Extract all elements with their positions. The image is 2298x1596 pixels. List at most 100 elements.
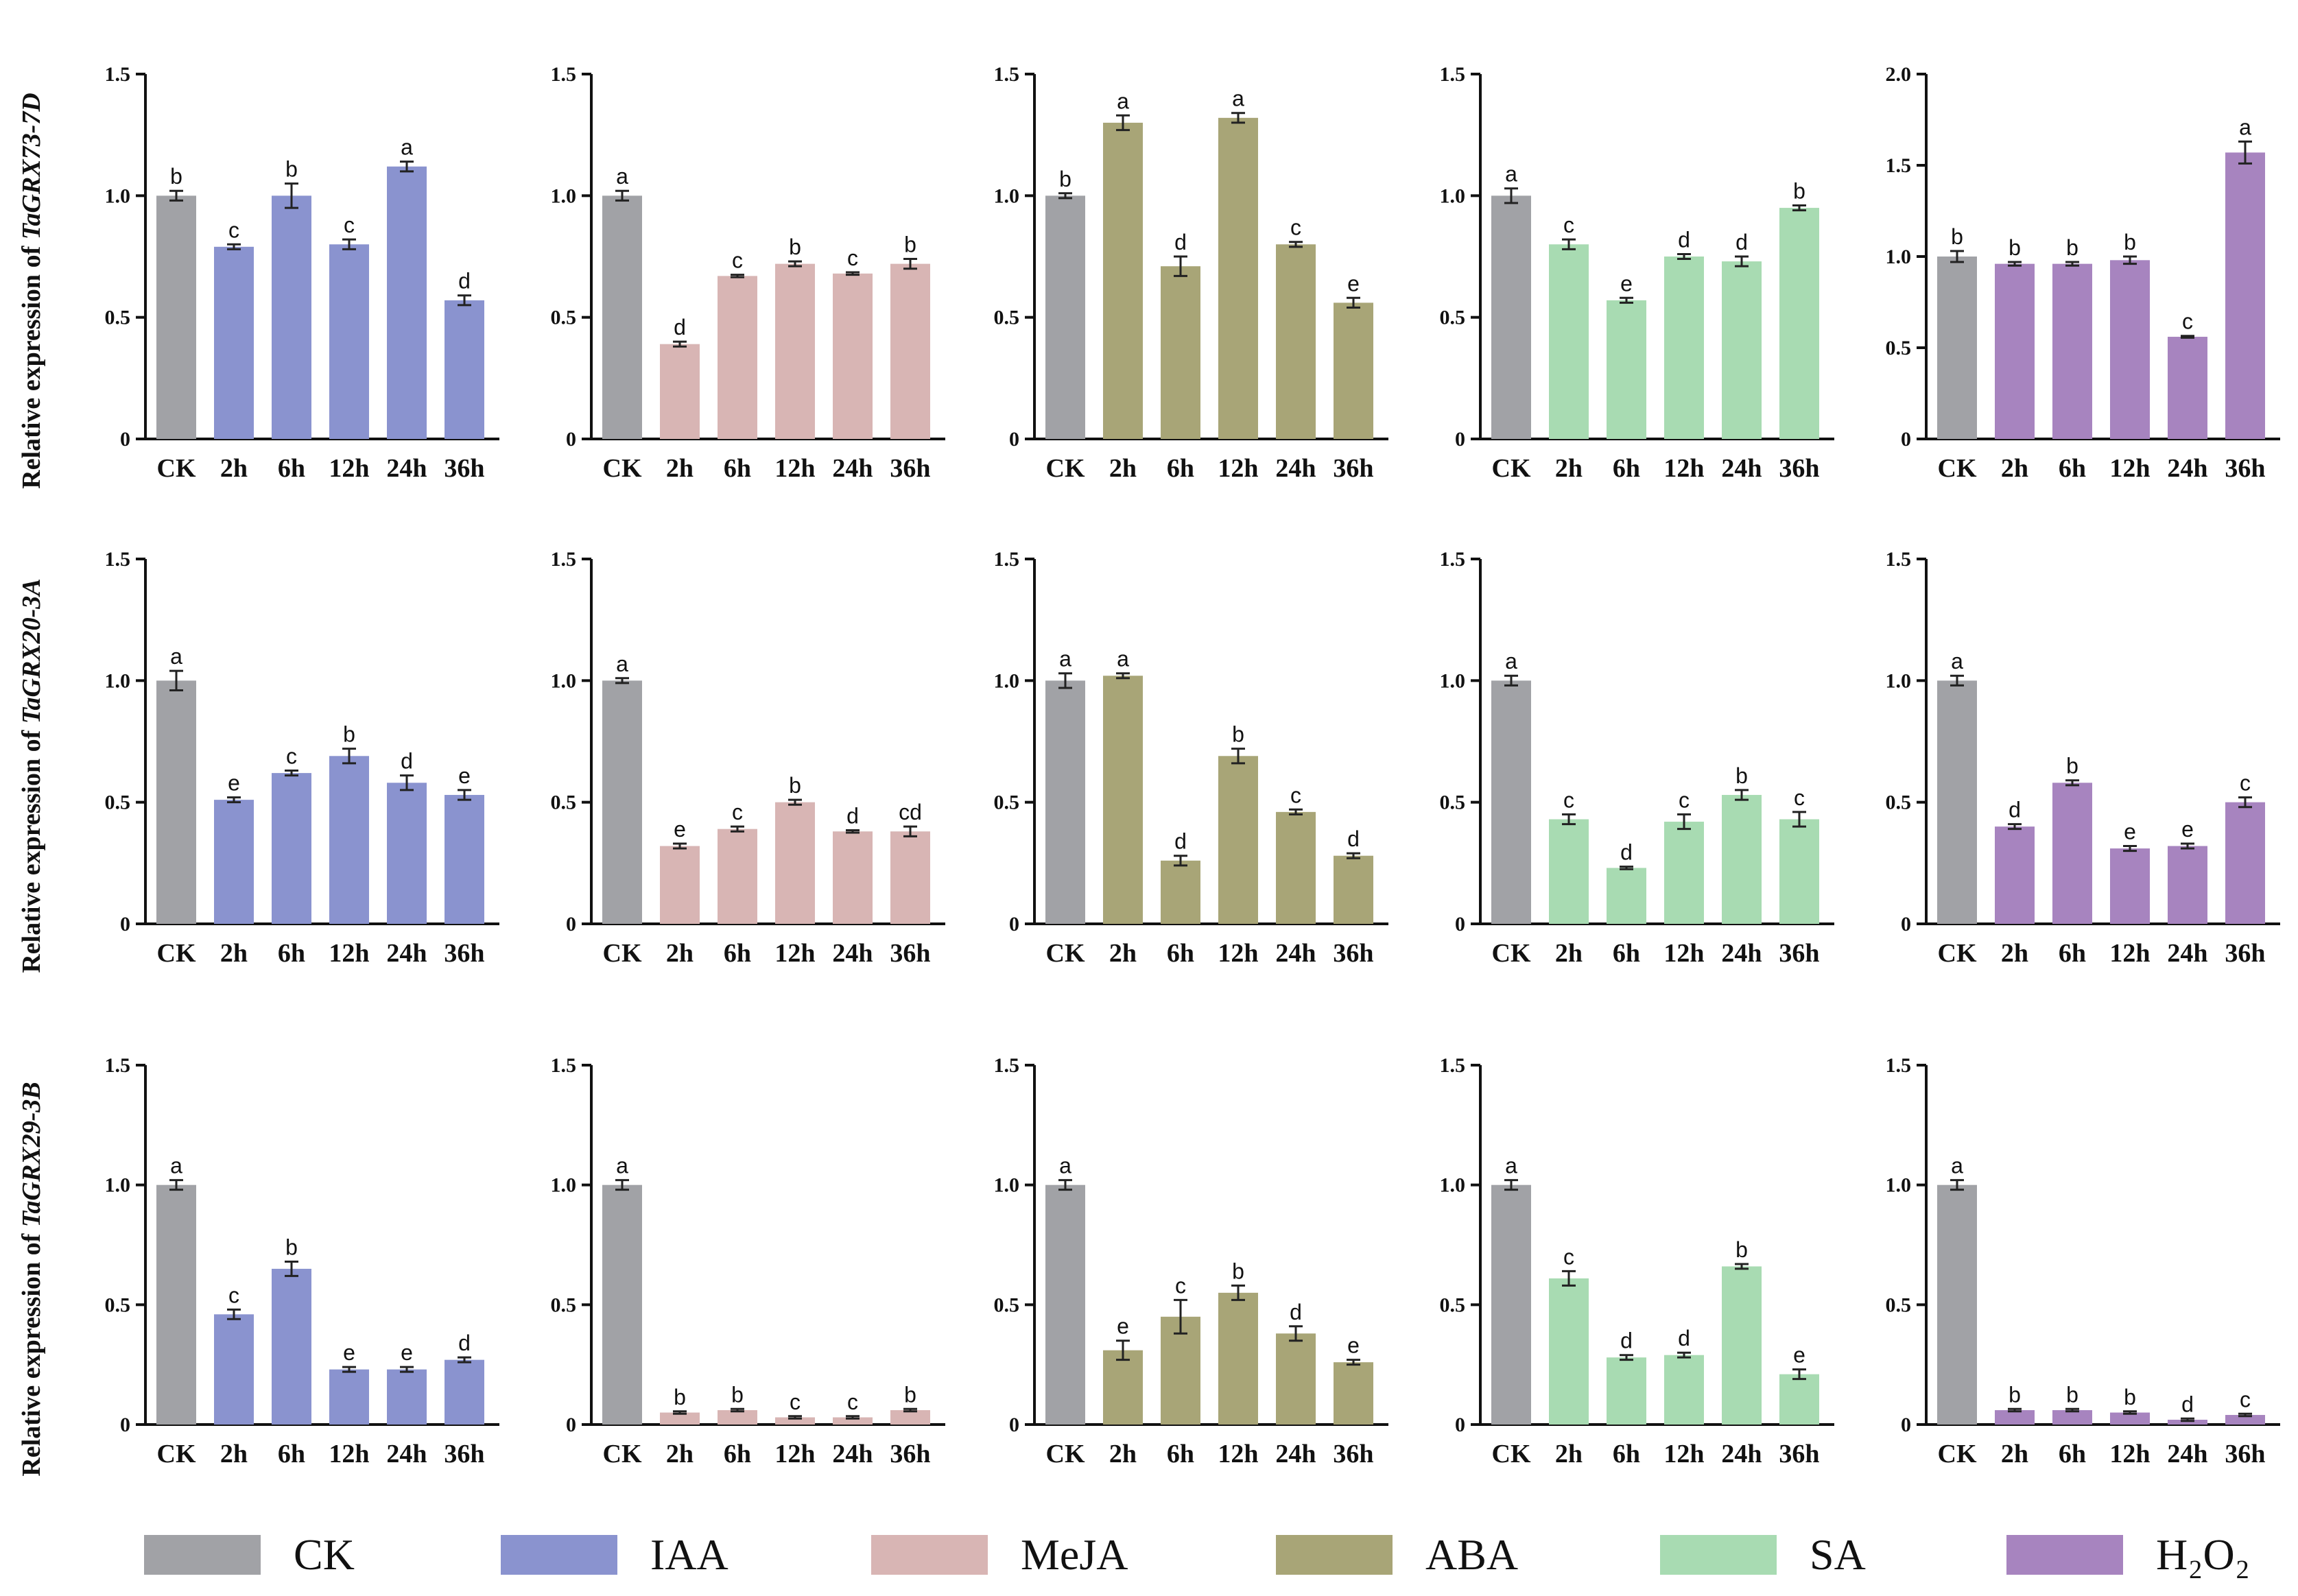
- x-tick-label: CK: [157, 454, 196, 483]
- x-tick-label: 36h: [1333, 454, 1373, 483]
- y-tick-label: 1.5: [1886, 1054, 1912, 1077]
- significance-letter: d: [2009, 798, 2021, 822]
- significance-letter: c: [1563, 787, 1574, 812]
- bar-2h: [1103, 122, 1143, 439]
- row-TaGRX20-3A: Relative expression of TaGRX20-3A 0 0.5 1.0…: [17, 548, 2280, 973]
- significance-letter: b: [1232, 722, 1244, 747]
- panel-TaGRX29-3B-IAA: 0 0.5 1.0 1.5 a CK c 2h b 6h e 12h e 24h d 36h: [105, 1054, 499, 1468]
- bar-2h: [214, 246, 254, 439]
- y-tick-label: 0.5: [551, 307, 577, 329]
- panel-TaGRX29-3B-MeJA: 0 0.5 1.0 1.5 a CK b 2h b 6h c 12h c 24h b 36h: [551, 1054, 945, 1468]
- y-tick-label: 0.5: [105, 307, 131, 329]
- y-axis-label: Relative expression of TaGRX73-7D: [17, 93, 46, 488]
- significance-letter: d: [674, 315, 686, 340]
- x-tick-label: 36h: [1333, 1440, 1373, 1468]
- x-tick-label: 12h: [1218, 454, 1258, 483]
- bar-36h: [445, 1359, 484, 1425]
- y-tick-label: 1.0: [1440, 669, 1466, 692]
- significance-letter: c: [1175, 1273, 1186, 1298]
- y-tick-label: 0: [566, 1414, 576, 1436]
- significance-letter: b: [731, 1382, 744, 1407]
- x-tick-label: CK: [1938, 939, 1977, 968]
- y-tick-label: 0.5: [1440, 791, 1466, 814]
- bar-24h: [1722, 1266, 1762, 1425]
- significance-letter: d: [1620, 1329, 1633, 1353]
- x-tick-label: 36h: [890, 939, 930, 968]
- bar-12h: [775, 802, 815, 924]
- y-tick-label: 0.5: [1440, 307, 1466, 329]
- significance-letter: c: [1563, 213, 1574, 237]
- significance-letter: b: [2066, 1382, 2078, 1407]
- x-tick-label: 12h: [1663, 454, 1704, 483]
- x-tick-label: CK: [157, 939, 196, 968]
- significance-letter: a: [1117, 647, 1129, 671]
- x-tick-label: 6h: [278, 939, 305, 968]
- significance-letter: b: [2009, 235, 2021, 260]
- legend-label-IAA: IAA: [650, 1530, 729, 1579]
- x-tick-label: 2h: [2001, 1440, 2028, 1468]
- bar-CK: [1491, 195, 1531, 439]
- x-tick-label: CK: [157, 1440, 196, 1468]
- bar-24h: [1276, 244, 1316, 439]
- y-tick-label: 1.5: [551, 1054, 577, 1077]
- significance-letter: c: [732, 800, 743, 824]
- x-tick-label: CK: [1492, 1440, 1531, 1468]
- x-tick-label: 24h: [2167, 939, 2207, 968]
- y-tick-label: 1.0: [1886, 669, 1912, 692]
- x-tick-label: 2h: [220, 1440, 248, 1468]
- bar-24h: [387, 1369, 427, 1425]
- significance-letter: e: [1793, 1343, 1805, 1368]
- significance-letter: a: [2239, 115, 2251, 139]
- y-tick-label: 1.5: [994, 548, 1020, 571]
- y-tick-label: 0: [1455, 428, 1465, 451]
- bar-CK: [1045, 680, 1085, 924]
- bar-CK: [156, 680, 196, 924]
- x-tick-label: 24h: [386, 454, 427, 483]
- y-tick-label: 0: [1009, 913, 1019, 936]
- significance-letter: a: [1059, 1154, 1071, 1178]
- significance-letter: b: [789, 235, 801, 259]
- y-tick-label: 0: [1901, 1414, 1911, 1436]
- significance-letter: b: [285, 157, 298, 182]
- bar-12h: [1664, 257, 1704, 439]
- significance-letter: b: [904, 233, 916, 257]
- y-tick-label: 0.5: [1440, 1294, 1466, 1316]
- legend-label-H2O2: H₂O₂: [2156, 1530, 2250, 1579]
- y-tick-label: 1.0: [1886, 246, 1912, 268]
- x-tick-label: 2h: [666, 1440, 694, 1468]
- significance-letter: e: [1620, 271, 1633, 296]
- significance-letter: b: [2066, 235, 2078, 260]
- significance-letter: c: [1563, 1244, 1574, 1269]
- y-tick-label: 0.5: [1886, 1294, 1912, 1316]
- y-tick-label: 0: [566, 428, 576, 451]
- legend-swatch-H2O2: [2006, 1535, 2123, 1575]
- bar-CK: [1045, 195, 1085, 439]
- x-tick-label: CK: [603, 454, 642, 483]
- bar-2h: [1549, 819, 1589, 924]
- bar-24h: [387, 783, 427, 924]
- x-tick-label: 12h: [774, 454, 815, 483]
- significance-letter: a: [1505, 162, 1517, 187]
- x-tick-label: 24h: [1721, 1440, 1762, 1468]
- significance-letter: d: [458, 269, 471, 294]
- significance-letter: e: [458, 763, 471, 788]
- x-tick-label: 36h: [1779, 939, 1819, 968]
- x-tick-label: 12h: [1663, 1440, 1704, 1468]
- significance-letter: b: [170, 164, 182, 189]
- bar-12h: [775, 1417, 815, 1425]
- bar-CK: [602, 195, 642, 439]
- y-tick-label: 0.5: [551, 791, 577, 814]
- x-tick-label: 6h: [724, 939, 751, 968]
- x-tick-label: 12h: [329, 1440, 369, 1468]
- bar-36h: [1779, 1374, 1819, 1425]
- y-tick-label: 0: [120, 1414, 130, 1436]
- significance-letter: c: [228, 217, 239, 242]
- y-axis-label: Relative expression of TaGRX29-3B: [17, 1082, 46, 1476]
- row-TaGRX73-7D: Relative expression of TaGRX73-7D 0 0.5 1.0…: [17, 63, 2280, 489]
- y-tick-label: 1.0: [551, 184, 577, 207]
- bar-CK: [1937, 1184, 1977, 1425]
- panel-TaGRX20-3A-SA: 0 0.5 1.0 1.5 a CK c 2h d 6h c 12h b 24h c 36h: [1440, 548, 1834, 968]
- x-tick-label: 2h: [1109, 939, 1137, 968]
- bar-36h: [445, 795, 484, 924]
- panel-TaGRX20-3A-H2O2: 0 0.5 1.0 1.5 a CK d 2h b 6h e 12h e 24h c 36h: [1886, 548, 2280, 968]
